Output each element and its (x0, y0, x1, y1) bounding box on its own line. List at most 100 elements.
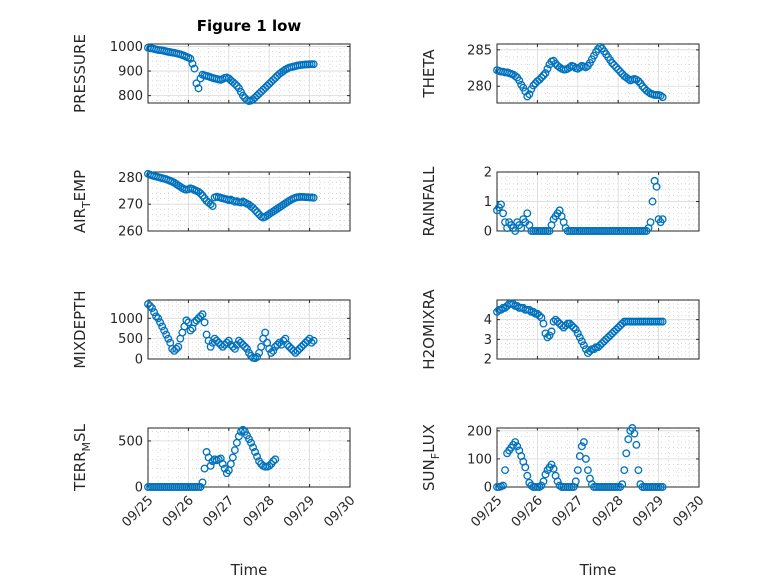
data-point (230, 79, 239, 88)
data-point (251, 93, 260, 102)
data-point (172, 344, 181, 353)
data-point (539, 71, 548, 80)
data-point (648, 197, 657, 206)
data-point (261, 328, 270, 337)
data-point (297, 342, 306, 351)
data-point (616, 67, 625, 76)
data-point (236, 338, 245, 347)
data-point (579, 438, 588, 446)
data-point (493, 307, 501, 316)
data-point (293, 346, 302, 355)
data-point (610, 327, 619, 336)
data-point (150, 308, 159, 317)
data-point (634, 466, 643, 475)
data-point (160, 326, 169, 335)
data-point (238, 340, 247, 349)
data-point (249, 203, 257, 212)
air_temp-ylabel: AIRTEMP (71, 170, 93, 233)
data-point (206, 461, 215, 470)
data-point (152, 312, 161, 321)
data-point (164, 334, 173, 343)
data-point (188, 59, 197, 68)
data-point (632, 440, 641, 449)
y-tick-label: 900 (118, 65, 143, 80)
data-point (198, 310, 207, 319)
data-point (200, 318, 209, 327)
data-point (511, 438, 520, 446)
data-point (194, 84, 203, 93)
data-point (192, 79, 201, 88)
y-tick-label: 270 (118, 198, 143, 213)
data-point (234, 336, 243, 345)
data-point (212, 336, 221, 345)
data-point (547, 327, 556, 336)
data-point (257, 87, 266, 96)
data-point (634, 77, 643, 86)
data-point (271, 455, 280, 464)
air_temp-panel: 260 270 280 AIRTEMP (71, 170, 351, 240)
data-point (275, 338, 284, 347)
terr_msl-xlabel: Time (230, 561, 268, 579)
data-point (218, 460, 227, 468)
data-point (594, 343, 602, 352)
data-point (600, 337, 609, 346)
data-point (295, 344, 304, 353)
data-point (630, 429, 639, 438)
y-tick-label: 100 (467, 452, 492, 467)
data-point (196, 312, 205, 321)
data-point (571, 477, 580, 486)
y-tick-label: 500 (118, 332, 143, 347)
x-tick-label: 09/28 (241, 493, 278, 530)
data-point (606, 331, 615, 340)
data-point (620, 466, 629, 475)
data-point (259, 85, 268, 94)
data-point (535, 75, 544, 84)
y-tick-label: 2 (484, 166, 492, 181)
data-point (618, 480, 627, 489)
y-tick-label: 3 (484, 333, 492, 348)
data-point (182, 316, 191, 325)
data-point (533, 309, 542, 318)
y-tick-label: 1000 (110, 312, 143, 327)
data-point (581, 454, 590, 463)
data-point (590, 345, 598, 354)
data-point (596, 42, 604, 51)
data-point (553, 317, 562, 326)
terr_msl-panel: 0 500 TERRMSL 09/25 09/26 09/27 09/28 09/29 09/3… (71, 423, 358, 579)
data-point (241, 342, 249, 351)
data-point (251, 206, 260, 215)
data-point (583, 349, 592, 358)
data-point (652, 182, 661, 191)
h2omixra-panel: 2 3 4 H2OMIXRA (420, 289, 700, 370)
data-point (612, 325, 621, 334)
data-point (267, 77, 276, 86)
data-point (265, 79, 274, 88)
data-point (658, 93, 667, 102)
pressure-panel: 800 900 1000 PRESSURE Figure 1 low (71, 17, 351, 113)
data-point (144, 300, 152, 309)
data-point (273, 340, 282, 349)
data-point (585, 347, 594, 356)
data-point (523, 209, 532, 218)
data-point (598, 339, 606, 348)
data-point (299, 340, 308, 349)
data-point (234, 432, 243, 441)
data-point (539, 477, 548, 486)
y-tick-label: 2 (484, 353, 492, 368)
data-point (658, 483, 667, 491)
data-point (579, 341, 588, 350)
data-point (253, 208, 262, 217)
data-point (521, 463, 530, 472)
data-point (539, 319, 548, 328)
data-point (559, 323, 568, 332)
data-point (616, 321, 625, 330)
data-point (604, 333, 613, 342)
data-point (305, 334, 314, 343)
data-point (249, 443, 257, 452)
data-point (186, 54, 195, 63)
sun_flux-xlabel: Time (579, 561, 617, 579)
terr_msl-ylabel: TERRMSL (71, 423, 93, 492)
data-point (238, 425, 247, 434)
data-point (596, 341, 604, 350)
data-point (523, 471, 532, 480)
